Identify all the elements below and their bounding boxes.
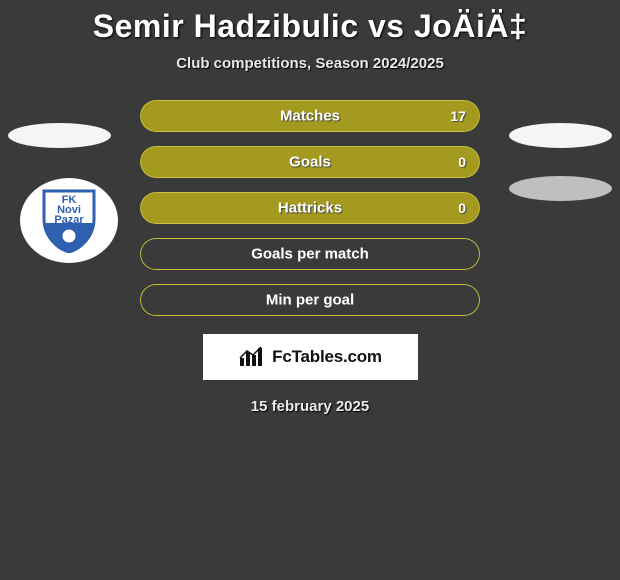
club-badge-line3: Pazar xyxy=(54,214,83,226)
player-left-headshot-placeholder xyxy=(8,123,111,148)
stat-label: Hattricks xyxy=(140,200,480,217)
brand-badge: FcTables.com xyxy=(203,334,418,380)
stat-value-right: 17 xyxy=(450,108,466,124)
player-left-club-badge: FK Novi Pazar xyxy=(20,178,118,263)
stat-label: Min per goal xyxy=(140,292,480,309)
stat-row: Goals per match xyxy=(140,238,480,270)
stat-row: Hattricks0 xyxy=(140,192,480,224)
brand-bars-icon xyxy=(238,346,266,368)
stat-row: Matches17 xyxy=(140,100,480,132)
page-title: Semir Hadzibulic vs JoÄiÄ‡ xyxy=(0,0,620,45)
player-right-headshot-placeholder xyxy=(509,123,612,148)
stat-label: Matches xyxy=(140,108,480,125)
stat-label: Goals per match xyxy=(140,246,480,263)
stat-row: Min per goal xyxy=(140,284,480,316)
subtitle: Club competitions, Season 2024/2025 xyxy=(0,55,620,72)
brand-text: FcTables.com xyxy=(272,347,382,367)
club-shield-icon: FK Novi Pazar xyxy=(40,189,98,253)
stat-value-right: 0 xyxy=(458,200,466,216)
stat-row: Goals0 xyxy=(140,146,480,178)
stat-label: Goals xyxy=(140,154,480,171)
stats-container: Matches17Goals0Hattricks0Goals per match… xyxy=(140,100,480,316)
player-right-club-placeholder xyxy=(509,176,612,201)
stat-value-right: 0 xyxy=(458,154,466,170)
date-label: 15 february 2025 xyxy=(0,398,620,415)
